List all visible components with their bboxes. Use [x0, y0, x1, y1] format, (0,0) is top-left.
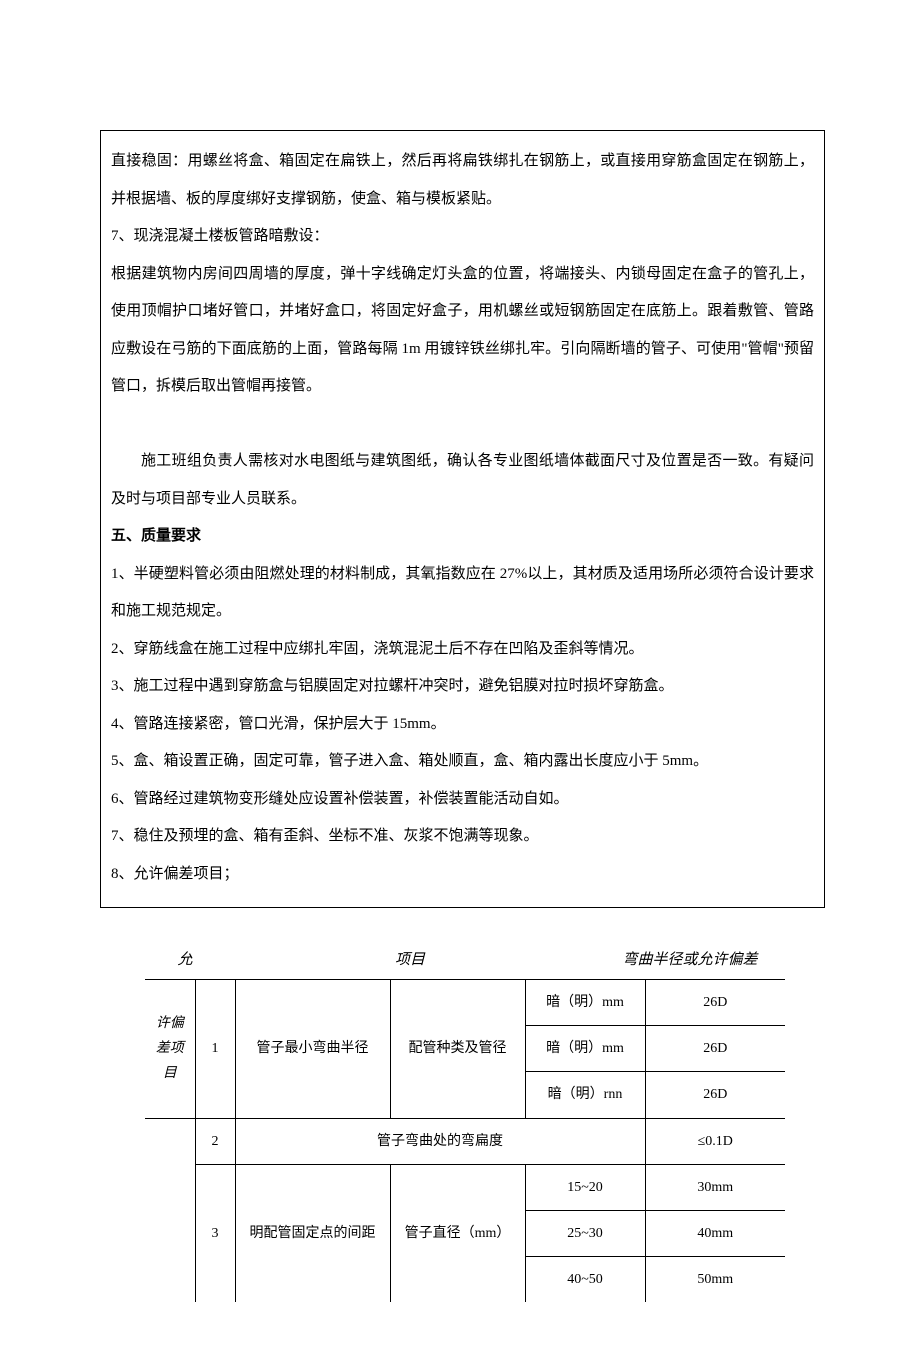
- row3-r1: 30mm: [645, 1164, 785, 1210]
- tolerance-table-wrap: 允 项目 弯曲半径或允许偏差 许偏差项目 1 管子最小弯曲半径 配管种类及管径 …: [100, 948, 825, 1302]
- table-row: 3 明配管固定点的间距 管子直径（mm） 15~20 30mm: [145, 1164, 785, 1210]
- row2-val: ≤0.1D: [645, 1118, 785, 1164]
- side-label: 许偏差项目: [145, 980, 195, 1119]
- quality-item-7: 7、稳住及预埋的盒、箱有歪斜、坐标不准、灰浆不饱满等现象。: [111, 818, 814, 856]
- row2-desc: 管子弯曲处的弯扁度: [235, 1118, 645, 1164]
- quality-item-2: 2、穿筋线盒在施工过程中应绑扎牢固，浇筑混泥土后不存在凹陷及歪斜等情况。: [111, 631, 814, 669]
- row3-desc: 明配管固定点的间距: [235, 1164, 390, 1302]
- row3-num: 3: [195, 1164, 235, 1302]
- paragraph-blank: [111, 406, 814, 444]
- quality-item-3: 3、施工过程中遇到穿筋盒与铝膜固定对拉螺杆冲突时，避免铝膜对拉时损坏穿筋盒。: [111, 668, 814, 706]
- quality-item-8: 8、允许偏差项目；: [111, 856, 814, 894]
- quality-item-4: 4、管路连接紧密，管口光滑，保护层大于 15mm。: [111, 706, 814, 744]
- row3-v1: 15~20: [525, 1164, 645, 1210]
- row1-num: 1: [195, 980, 235, 1119]
- blank-side: [145, 1118, 195, 1302]
- section-title-quality: 五、质量要求: [111, 518, 814, 556]
- tolerance-table: 许偏差项目 1 管子最小弯曲半径 配管种类及管径 暗（明）mm 26D 暗（明）…: [145, 979, 785, 1302]
- row1-r3: 26D: [645, 1072, 785, 1118]
- quality-item-6: 6、管路经过建筑物变形缝处应设置补偿装置，补偿装置能活动自如。: [111, 781, 814, 819]
- row2-num: 2: [195, 1118, 235, 1164]
- row1-r2: 26D: [645, 1026, 785, 1072]
- quality-item-1: 1、半硬塑料管必须由阻燃处理的材料制成，其氧指数应在 27%以上，其材质及适用场…: [111, 556, 814, 631]
- header-left: 允: [155, 948, 215, 969]
- paragraph-note: 施工班组负责人需核对水电图纸与建筑图纸，确认各专业图纸墙体截面尺寸及位置是否一致…: [111, 443, 814, 518]
- row1-r1: 26D: [645, 980, 785, 1026]
- table-row: 许偏差项目 1 管子最小弯曲半径 配管种类及管径 暗（明）mm 26D: [145, 980, 785, 1026]
- row3-mid: 管子直径（mm）: [390, 1164, 525, 1302]
- content-box: 直接稳固：用螺丝将盒、箱固定在扁铁上，然后再将扁铁绑扎在钢筋上，或直接用穿筋盒固…: [100, 130, 825, 908]
- row1-v1: 暗（明）mm: [525, 980, 645, 1026]
- header-mid: 项目: [215, 948, 605, 969]
- row1-v2: 暗（明）mm: [525, 1026, 645, 1072]
- quality-item-5: 5、盒、箱设置正确，固定可靠，管子进入盒、箱处顺直，盒、箱内露出长度应小于 5m…: [111, 743, 814, 781]
- row1-mid: 配管种类及管径: [390, 980, 525, 1119]
- row3-r3: 50mm: [645, 1257, 785, 1303]
- row1-v3: 暗（明）rnn: [525, 1072, 645, 1118]
- paragraph-item7-title: 7、现浇混凝土楼板管路暗敷设：: [111, 218, 814, 256]
- row1-desc: 管子最小弯曲半径: [235, 980, 390, 1119]
- table-row: 2 管子弯曲处的弯扁度 ≤0.1D: [145, 1118, 785, 1164]
- table-header-row: 允 项目 弯曲半径或允许偏差: [145, 948, 785, 979]
- row3-r2: 40mm: [645, 1210, 785, 1256]
- paragraph-item7-body: 根据建筑物内房间四周墙的厚度，弹十字线确定灯头盒的位置，将端接头、内锁母固定在盒…: [111, 256, 814, 406]
- paragraph-direct-fix: 直接稳固：用螺丝将盒、箱固定在扁铁上，然后再将扁铁绑扎在钢筋上，或直接用穿筋盒固…: [111, 143, 814, 218]
- header-right: 弯曲半径或允许偏差: [605, 948, 775, 969]
- row3-v3: 40~50: [525, 1257, 645, 1303]
- row3-v2: 25~30: [525, 1210, 645, 1256]
